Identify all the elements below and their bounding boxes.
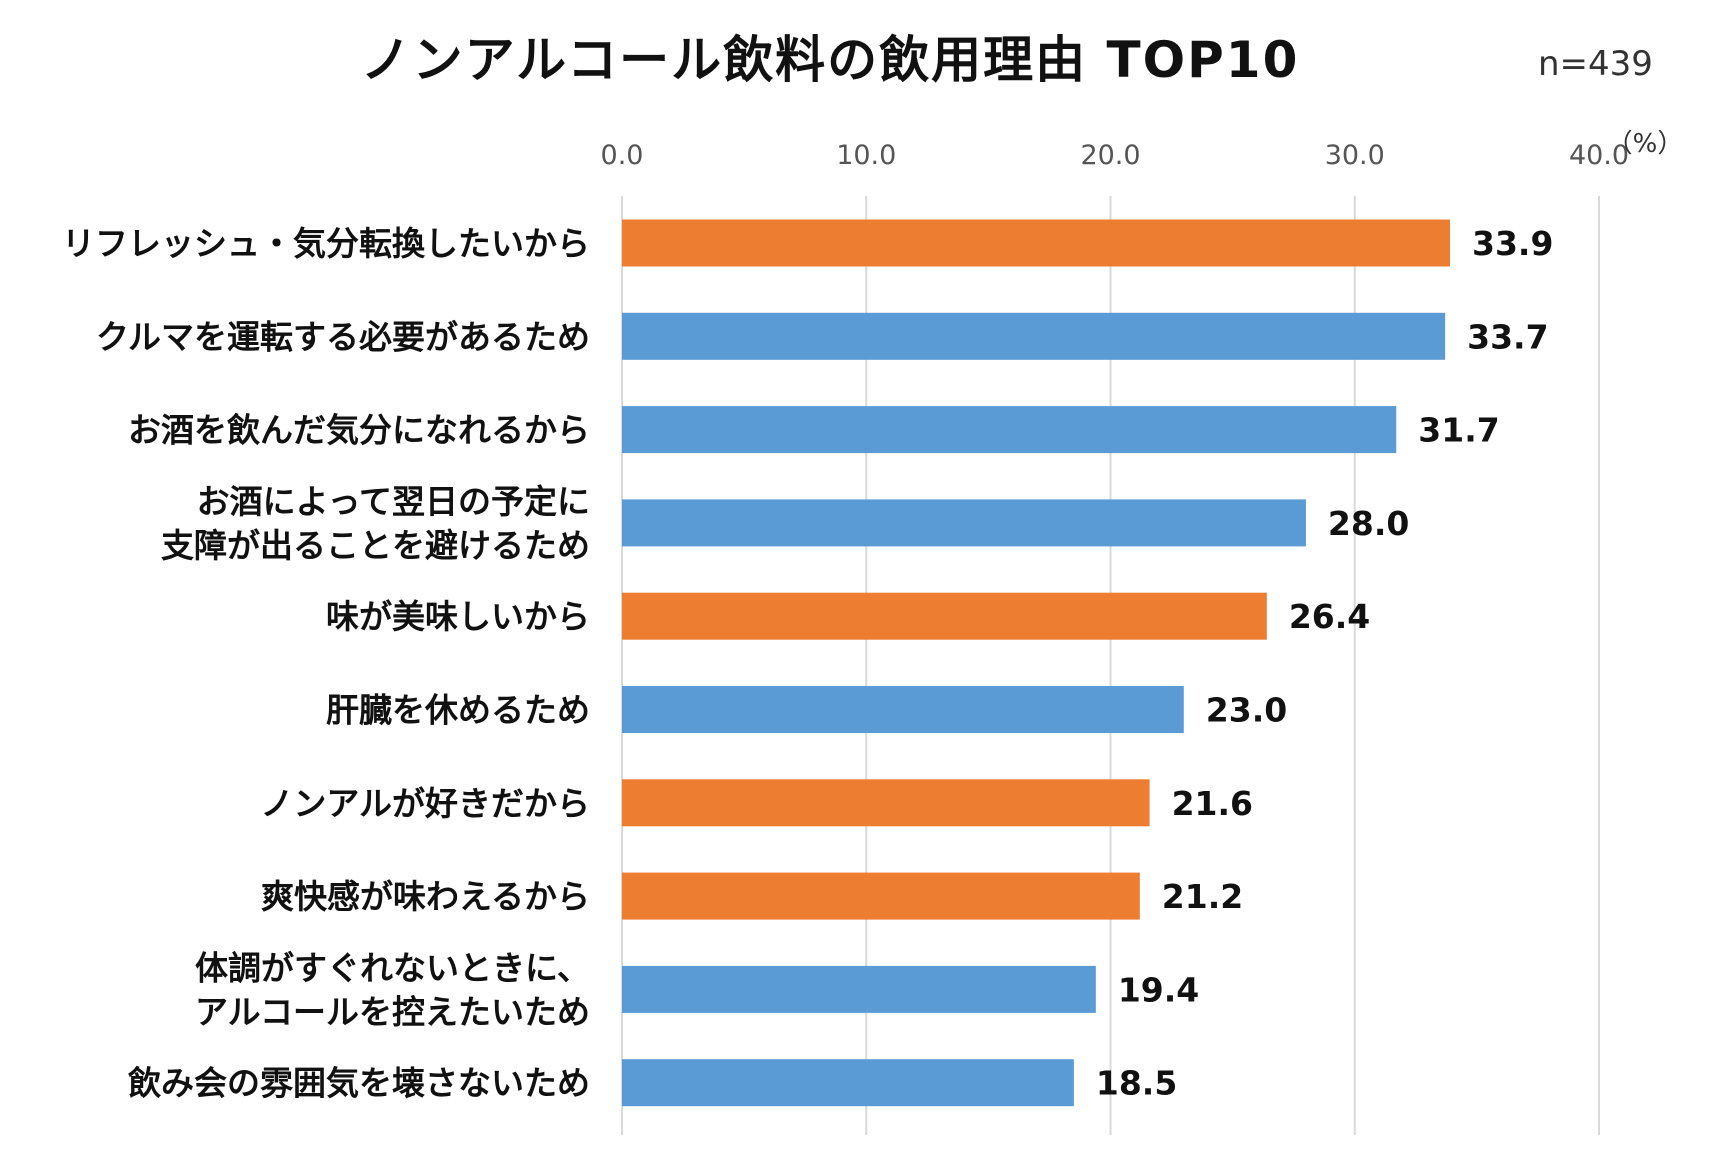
category-label: アルコールを控えたいため [195, 992, 590, 1031]
bar [622, 312, 1446, 360]
data-label: 21.2 [1162, 877, 1243, 916]
category-label: 味が美味しいから [326, 597, 590, 636]
bar [622, 219, 1451, 267]
chart-title: ノンアルコール飲料の飲用理由 TOP10 [360, 31, 1300, 89]
category-label: リフレッシュ・気分転換したいから [62, 224, 590, 263]
category-label: お酒を飲んだ気分になれるから [128, 411, 590, 450]
sample-size: n=439 [1538, 44, 1653, 84]
x-tick-label: 10.0 [836, 140, 896, 171]
category-label: ノンアルが好きだから [260, 784, 590, 823]
bar [622, 1059, 1074, 1107]
category-label: クルマを運転する必要があるため [96, 317, 590, 356]
data-label: 18.5 [1096, 1064, 1177, 1103]
category-label: お酒によって翌日の予定に [197, 482, 590, 521]
bar [622, 499, 1306, 547]
data-label: 26.4 [1289, 597, 1370, 636]
bar [622, 592, 1267, 640]
x-tick-label: 0.0 [601, 140, 644, 171]
x-tick-label: 40.0 [1569, 140, 1629, 171]
data-label: 21.6 [1172, 784, 1253, 823]
data-label: 28.0 [1328, 504, 1409, 543]
category-label: 飲み会の雰囲気を壊さないため [128, 1064, 590, 1103]
bar [622, 872, 1140, 920]
category-label: 支障が出ることを避けるため [161, 526, 590, 565]
data-label: 23.0 [1206, 691, 1287, 730]
category-label: 爽快感が味わえるから [261, 877, 590, 916]
category-label: 体調がすぐれないときに、 [195, 948, 590, 987]
bar [622, 406, 1397, 454]
x-tick-label: 20.0 [1080, 140, 1140, 171]
bar [622, 965, 1096, 1013]
x-tick-label: 30.0 [1325, 140, 1385, 171]
axis-unit-label: （%） [1607, 129, 1684, 159]
data-label: 33.7 [1467, 317, 1548, 356]
bar [622, 779, 1150, 827]
data-label: 31.7 [1418, 411, 1499, 450]
category-label: 肝臓を休めるため [326, 691, 590, 730]
data-label: 19.4 [1118, 970, 1199, 1009]
data-label: 33.9 [1472, 224, 1553, 263]
bar [622, 686, 1184, 733]
